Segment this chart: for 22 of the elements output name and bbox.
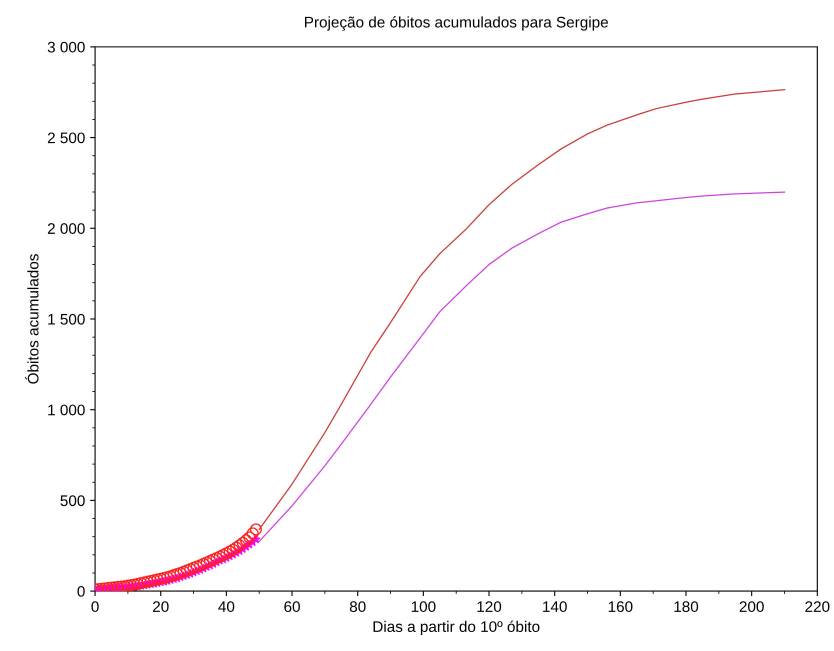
x-tick-label: 40 — [218, 601, 234, 612]
y-tick-label: 2 000 — [48, 223, 85, 234]
x-tick-label: 60 — [284, 601, 300, 612]
x-axis-title: Dias a partir do 10º óbito — [374, 620, 540, 636]
y-tick-label: 1 000 — [48, 404, 85, 416]
y-tick-label: 3 000 — [48, 42, 85, 53]
x-tick-label: 180 — [674, 601, 698, 612]
y-tick-label: 1 500 — [48, 314, 85, 325]
x-tick-label: 220 — [805, 601, 830, 612]
x-tick-label: 160 — [608, 601, 632, 612]
y-tick-label: 500 — [60, 495, 85, 506]
x-tick-label: 80 — [350, 601, 366, 612]
x-tick-label: 20 — [153, 601, 169, 612]
x-tick-label: 200 — [740, 601, 764, 612]
x-tick-label: 120 — [477, 601, 502, 612]
x-tick-label: 100 — [412, 601, 436, 612]
y-axis-title: Óbitos acumulados — [25, 254, 39, 384]
chart-title: Projeção de óbitos acumulados para Sergipe — [305, 16, 608, 31]
x-tick-label: 0 — [91, 601, 99, 612]
y-tick-label: 2 500 — [48, 132, 85, 144]
x-tick-label: 140 — [543, 601, 567, 612]
y-tick-label: 0 — [77, 586, 85, 597]
